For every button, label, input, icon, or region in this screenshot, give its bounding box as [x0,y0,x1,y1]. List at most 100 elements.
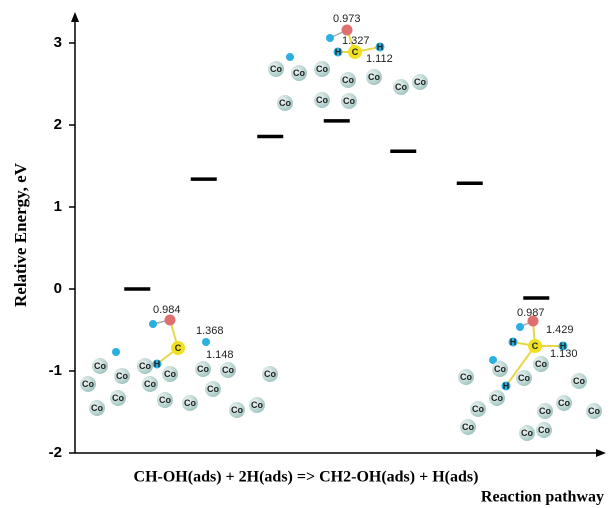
atom [571,373,587,389]
atom [205,381,221,397]
bond-length: 1.112 [366,53,393,65]
atom [171,341,185,355]
bond-length: 1.148 [206,349,234,361]
bond-length: 1.429 [546,324,574,336]
atom-label: Co [535,359,547,369]
atom-label: Co [197,364,209,374]
atom-label: H [154,359,161,369]
atom-label: Co [588,406,600,416]
hydrogen-atom [112,348,120,356]
atom [533,356,549,372]
atom-label: Co [342,75,354,85]
atom-label: Co [494,364,506,374]
caption: CH-OH(ads) + 2H(ads) => CH2-OH(ads) + H(… [134,469,479,486]
atom-label: Co [316,95,328,105]
atom [333,47,343,57]
atom-label: Co [395,82,407,92]
atom [508,337,518,347]
atom-label: Co [91,403,103,413]
atom [470,401,486,417]
y-tick-label: -2 [49,444,62,461]
atom-label: Co [264,369,276,379]
atom-label: C [175,343,182,353]
oxygen-atom [164,314,176,326]
axes [71,12,606,457]
atom [460,419,476,435]
atom [556,395,572,411]
bond-length: 1.327 [342,35,370,47]
atom-label: Co [573,376,585,386]
atom-label: Co [207,384,219,394]
atom [137,358,153,374]
bond-length: 0.987 [517,307,545,319]
atom-label: Co [521,428,533,438]
oxygen-atom [341,24,353,36]
atom-label: Co [279,98,291,108]
atom [489,390,505,406]
y-tick-label: 3 [54,34,62,51]
atom-label: Co [94,361,106,371]
atom [89,400,105,416]
atom-label: H [377,42,384,52]
bond-length: 0.984 [153,304,181,316]
atom-label: Co [539,406,551,416]
atom [375,42,385,52]
atom-label: H [335,47,342,57]
atom-label: Co [462,422,474,432]
atom-label: Co [222,365,234,375]
atom [277,95,293,111]
atom [92,358,108,374]
atom [340,72,356,88]
atom-label: Co [414,77,426,87]
atom [182,395,198,411]
atom [314,92,330,108]
x-axis-arrow [596,449,606,457]
atom [291,65,307,81]
hydrogen-atom [286,53,294,61]
y-axis-arrow [71,12,79,22]
atom-label: C [532,341,539,351]
atom-label: Co [472,404,484,414]
atom-label: Co [460,372,472,382]
atom-label: Co [316,64,328,74]
atom-label: Co [144,379,156,389]
atom [492,361,508,377]
atom-label: Co [343,96,355,106]
hydrogen-atom [202,338,210,346]
atom [80,376,96,392]
x-axis-label: Reaction pathway [481,489,604,506]
atom [220,362,236,378]
atom [458,369,474,385]
atom-label: Co [368,72,380,82]
atom [528,339,542,353]
atom [516,370,532,386]
atom-label: Co [518,373,530,383]
atom [314,61,330,77]
atom [586,403,602,419]
atom [366,69,382,85]
hydrogen-atom [489,356,497,364]
hydrogen-atom [149,320,157,328]
bond-length: 1.368 [196,325,224,337]
atom-label: Co [558,398,570,408]
atom-label: Co [184,398,196,408]
atom [412,74,428,90]
hydrogen-atom [326,34,334,42]
atom [262,366,278,382]
y-tick-label: 1 [54,198,62,215]
atom [142,376,158,392]
oxygen-atom [527,315,539,327]
atom [536,422,552,438]
atom-label: H [503,381,510,391]
y-axis-label: Relative Energy, eV [11,162,30,307]
atom-label: Co [112,393,124,403]
atom [341,93,357,109]
bond-length: 0.973 [333,13,361,25]
atom [249,397,265,413]
atom-label: H [560,341,567,351]
y-tick-label: -1 [49,362,62,379]
atom [501,381,511,391]
atom [393,79,409,95]
